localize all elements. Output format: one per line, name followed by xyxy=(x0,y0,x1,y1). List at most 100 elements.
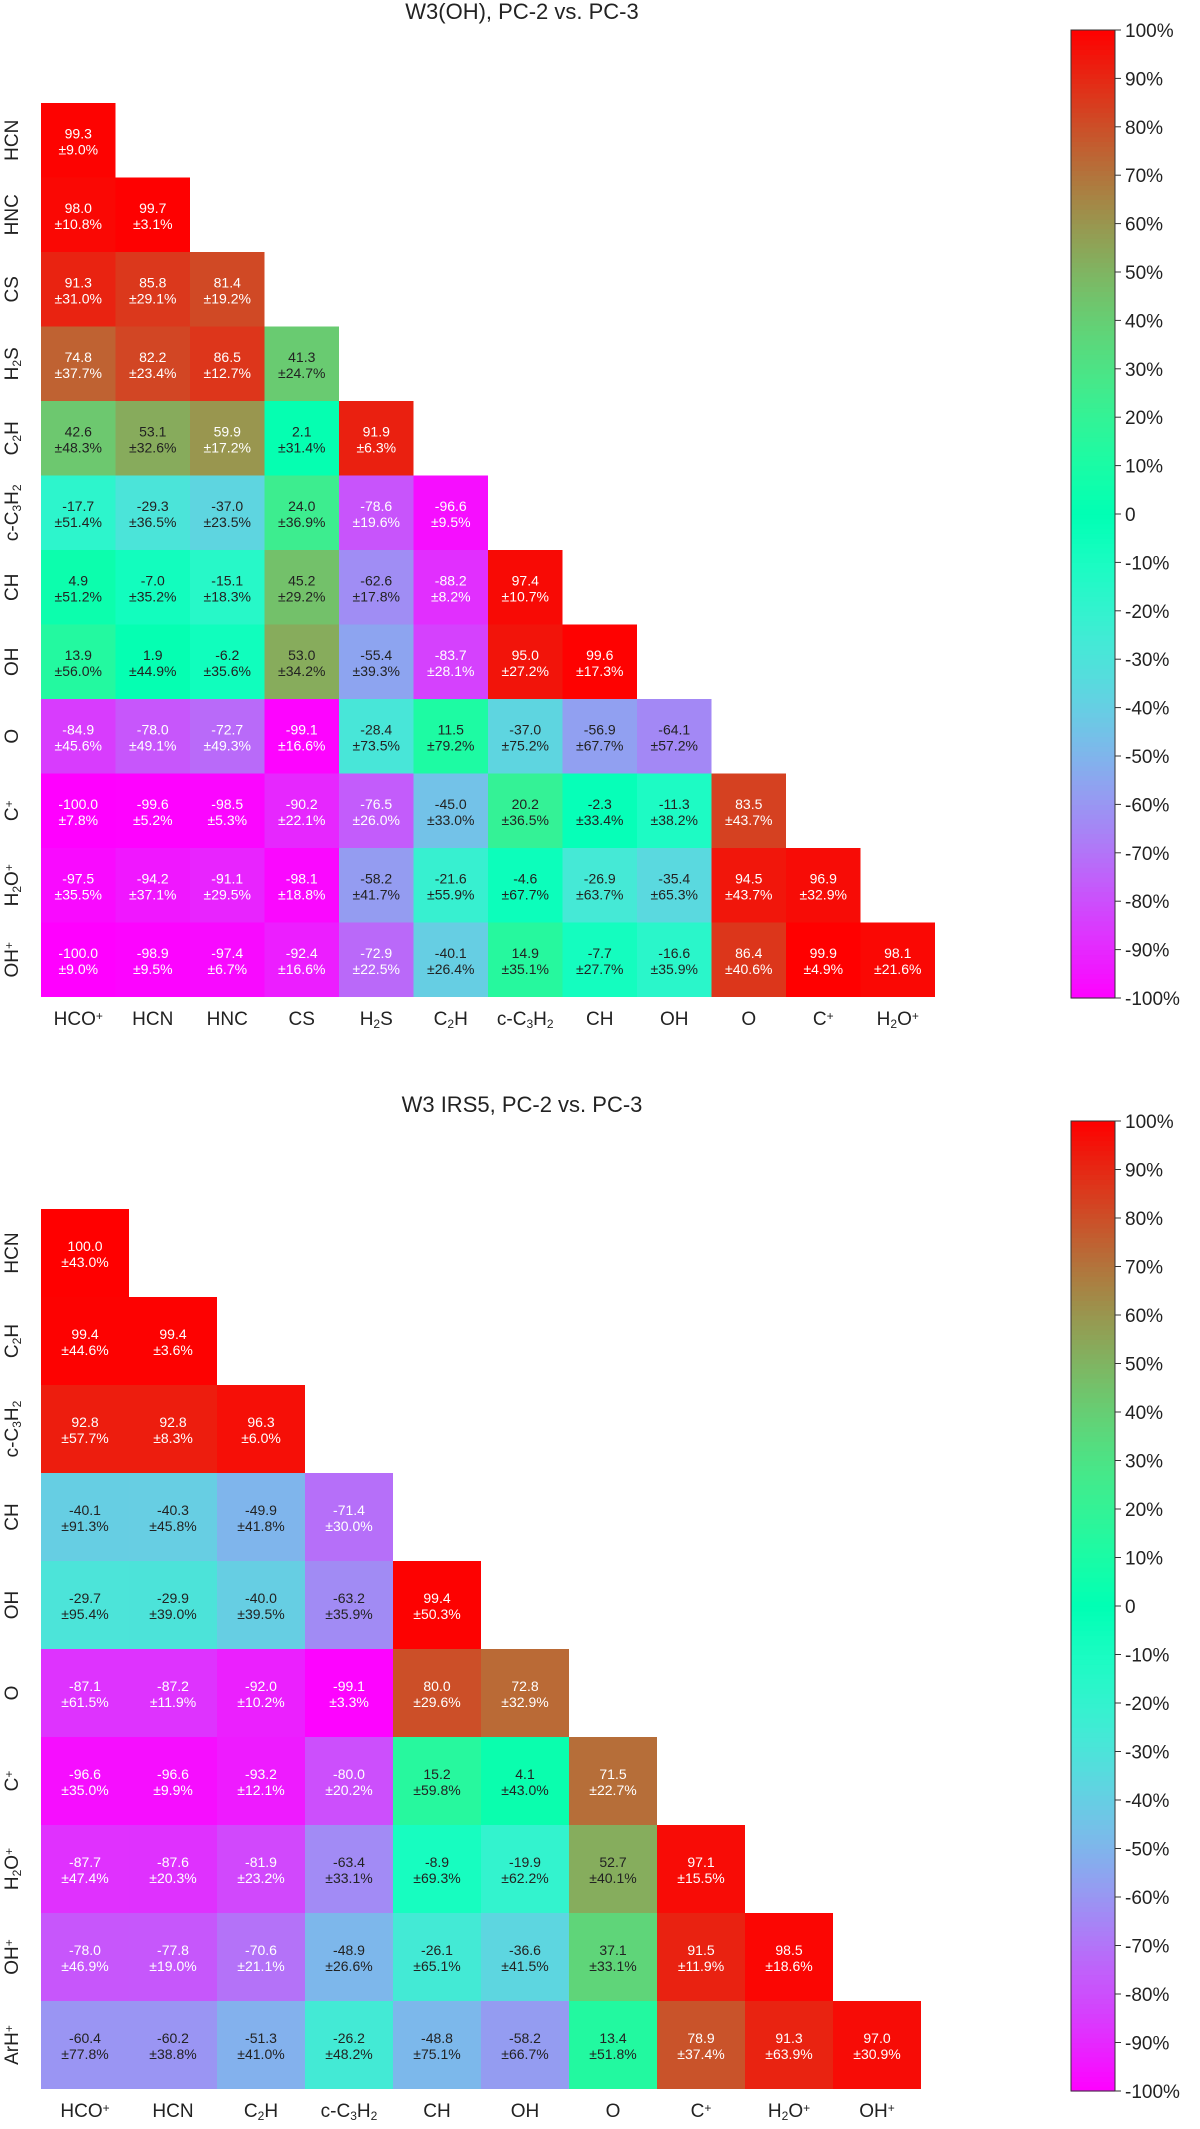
cell-error-label: ±55.9% xyxy=(427,886,474,902)
heatmap-cell xyxy=(115,475,190,550)
colorbar-segment xyxy=(1071,867,1115,873)
heatmap-cell xyxy=(481,1913,569,2001)
heatmap-cell xyxy=(41,1297,129,1385)
colorbar-tick-label: 100% xyxy=(1125,21,1174,42)
cell-value-label: -77.8 xyxy=(157,1942,189,1958)
cell-value-label: -26.9 xyxy=(584,870,616,886)
heatmap-cell xyxy=(217,1913,305,2001)
colorbar-segment xyxy=(1071,431,1115,438)
heatmap-cell xyxy=(41,475,116,550)
colorbar-segment xyxy=(1071,1586,1115,1593)
colorbar-segment xyxy=(1071,475,1115,481)
row-label: O xyxy=(2,1686,23,1701)
colorbar-segment xyxy=(1071,470,1115,476)
column-label: O xyxy=(606,2101,621,2122)
heatmap-cell xyxy=(217,2001,305,2089)
cell-error-label: ±18.6% xyxy=(765,1958,812,1974)
heatmap-cell xyxy=(393,1737,481,1825)
colorbar-tick-label: 40% xyxy=(1125,311,1163,332)
heatmap-cell xyxy=(41,1913,129,2001)
colorbar-segment xyxy=(1071,209,1115,215)
column-label: CS xyxy=(289,1009,315,1030)
colorbar-segment xyxy=(1071,1285,1115,1292)
colorbar-segment xyxy=(1071,1703,1115,1709)
heatmap-cell xyxy=(339,848,414,923)
cell-value-label: 53.1 xyxy=(139,423,166,439)
colorbar-segment xyxy=(1071,1727,1115,1733)
colorbar-segment xyxy=(1071,1319,1115,1326)
heatmap-w3irs5: W3 IRS5, PC-2 vs. PC-3 100.0±43.0%99.4±4… xyxy=(2,1092,1180,2123)
colorbar-segment xyxy=(1071,1392,1115,1399)
heatmap-cell xyxy=(41,1649,129,1737)
cell-error-label: ±16.6% xyxy=(278,961,325,977)
colorbar-segment xyxy=(1071,325,1115,331)
heatmap-cell xyxy=(217,1737,305,1825)
colorbar-segment xyxy=(1071,688,1115,694)
colorbar-segment xyxy=(1071,1635,1115,1641)
colorbar-tick-label: 50% xyxy=(1125,263,1163,284)
colorbar-segment xyxy=(1071,896,1115,902)
colorbar-tick-label: -80% xyxy=(1125,892,1169,913)
colorbar-segment xyxy=(1071,1969,1115,1976)
cell-error-label: ±29.2% xyxy=(278,588,325,604)
colorbar-segment xyxy=(1071,1989,1115,1995)
heatmap-cell xyxy=(562,848,637,923)
colorbar-segment xyxy=(1071,1179,1115,1185)
cell-error-label: ±9.9% xyxy=(153,1782,193,1798)
colorbar-segment xyxy=(1071,247,1115,254)
cell-error-label: ±32.9% xyxy=(800,886,847,902)
heatmap-cell xyxy=(115,773,190,848)
cell-value-label: 99.7 xyxy=(139,200,166,216)
colorbar-segment xyxy=(1071,1795,1115,1801)
colorbar-segment xyxy=(1071,1926,1115,1932)
heatmap-cell xyxy=(305,1473,393,1561)
colorbar-segment xyxy=(1071,1174,1115,1180)
colorbar-segment xyxy=(1071,339,1115,346)
colorbar-segment xyxy=(1071,1441,1115,1447)
heatmap-cell xyxy=(339,550,414,625)
colorbar-segment xyxy=(1071,901,1115,907)
colorbar-segment xyxy=(1071,68,1115,75)
colorbar-segment xyxy=(1071,1615,1115,1622)
cell-error-label: ±43.7% xyxy=(725,886,772,902)
heatmap-cell xyxy=(637,848,712,923)
colorbar-segment xyxy=(1071,1732,1115,1738)
row-label: C2H xyxy=(2,421,24,455)
colorbar-segment xyxy=(1071,1509,1115,1515)
colorbar-segment xyxy=(1071,1964,1115,1971)
colorbar-segment xyxy=(1071,1402,1115,1408)
row-label: H2O+ xyxy=(2,864,24,906)
colorbar-tick-label: 10% xyxy=(1125,457,1163,478)
colorbar-segment xyxy=(1071,1198,1115,1205)
cell-value-label: 99.3 xyxy=(65,125,92,141)
colorbar-segment xyxy=(1071,1790,1115,1796)
colorbar-tick-label: -70% xyxy=(1125,844,1169,865)
colorbar-tick-label: 40% xyxy=(1125,1403,1163,1424)
colorbar-tick-label: -20% xyxy=(1125,1694,1169,1715)
cell-value-label: 99.6 xyxy=(586,647,613,663)
cell-error-label: ±39.3% xyxy=(353,663,400,679)
cell-error-label: ±91.3% xyxy=(61,1518,108,1534)
cell-error-label: ±5.3% xyxy=(207,812,247,828)
cell-error-label: ±67.7% xyxy=(502,886,549,902)
colorbar-segment xyxy=(1071,533,1115,539)
cell-error-label: ±65.3% xyxy=(651,886,698,902)
heatmap-cell xyxy=(305,1737,393,1825)
colorbar-segment xyxy=(1071,572,1115,578)
cell-value-label: 98.0 xyxy=(65,200,92,216)
colorbar-segment xyxy=(1071,1305,1115,1311)
colorbar-segment xyxy=(1071,1310,1115,1316)
colorbar-segment xyxy=(1071,97,1115,104)
colorbar-segment xyxy=(1071,920,1115,926)
cell-value-label: -96.6 xyxy=(69,1766,101,1782)
colorbar-segment xyxy=(1071,1901,1115,1908)
row-label: CH xyxy=(2,1503,23,1530)
cell-value-label: -81.9 xyxy=(245,1854,277,1870)
colorbar-segment xyxy=(1071,1620,1115,1626)
colorbar-segment xyxy=(1071,775,1115,781)
heatmap-cell xyxy=(305,1825,393,1913)
cell-error-label: ±20.2% xyxy=(325,1782,372,1798)
cell-error-label: ±36.9% xyxy=(278,514,325,530)
colorbar-tick-label: 80% xyxy=(1125,118,1163,139)
colorbar-segment xyxy=(1071,1906,1115,1913)
